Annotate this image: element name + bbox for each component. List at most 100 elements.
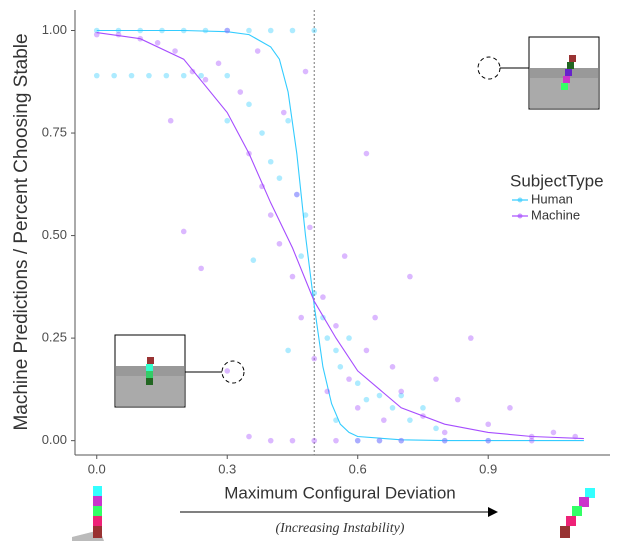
legend-title: SubjectType xyxy=(510,171,604,190)
x-tick-label: 0.0 xyxy=(88,461,106,476)
legend-dot xyxy=(517,197,523,203)
point xyxy=(346,376,352,382)
point xyxy=(298,314,304,321)
point xyxy=(376,437,383,444)
point xyxy=(93,72,100,79)
point xyxy=(433,425,439,432)
legend-label: Machine xyxy=(531,207,580,222)
point xyxy=(280,109,287,116)
point xyxy=(485,437,492,444)
point xyxy=(468,335,474,341)
point xyxy=(111,72,117,79)
point xyxy=(276,240,283,247)
point xyxy=(294,191,300,198)
point xyxy=(276,175,283,181)
point xyxy=(250,257,257,263)
point xyxy=(324,388,331,395)
point xyxy=(333,437,339,444)
point xyxy=(202,76,209,83)
point xyxy=(420,405,426,411)
point xyxy=(381,417,387,423)
point xyxy=(354,437,361,444)
point xyxy=(333,417,339,423)
point xyxy=(202,27,209,34)
point xyxy=(189,68,196,75)
x-axis-title: Maximum Configural Deviation xyxy=(224,483,455,502)
arrow-head xyxy=(488,507,498,517)
point xyxy=(363,396,370,403)
point xyxy=(267,158,274,165)
point xyxy=(398,392,405,399)
point xyxy=(528,437,535,444)
y-axis-title: Machine Predictions / Percent Choosing S… xyxy=(11,33,32,430)
point xyxy=(115,31,122,38)
point xyxy=(154,40,161,46)
point xyxy=(180,228,187,235)
point xyxy=(167,117,174,124)
point xyxy=(398,388,405,395)
unstable-tower-icon xyxy=(560,488,595,538)
fit-line xyxy=(96,29,584,442)
point xyxy=(376,437,383,444)
point xyxy=(311,437,318,444)
point xyxy=(363,347,370,354)
point xyxy=(354,380,361,387)
point xyxy=(289,27,296,34)
point xyxy=(224,72,231,79)
point xyxy=(311,27,318,34)
point xyxy=(246,101,252,108)
point xyxy=(180,72,187,79)
point xyxy=(307,224,313,231)
point xyxy=(128,72,135,79)
point xyxy=(333,347,339,354)
point xyxy=(324,335,331,341)
point xyxy=(389,405,396,411)
point xyxy=(341,253,348,259)
point xyxy=(407,417,413,423)
point xyxy=(398,437,405,444)
y-tick-label: 1.00 xyxy=(42,22,67,37)
point xyxy=(267,437,274,444)
point xyxy=(198,265,204,272)
point xyxy=(246,433,252,440)
point xyxy=(237,89,244,95)
y-tick-label: 0.00 xyxy=(42,432,67,447)
inset-image-left xyxy=(114,334,245,408)
annotation: (Increasing Instability) xyxy=(276,521,405,536)
point xyxy=(302,68,309,75)
point xyxy=(294,191,300,198)
stable-tower-icon xyxy=(72,486,104,541)
point xyxy=(337,364,344,370)
point xyxy=(485,421,492,428)
point xyxy=(354,437,361,444)
x-tick-label: 0.3 xyxy=(218,461,236,476)
y-tick-label: 0.75 xyxy=(42,124,67,139)
point xyxy=(376,392,383,399)
point xyxy=(333,323,339,329)
point xyxy=(254,48,261,54)
x-tick-label: 0.6 xyxy=(349,461,367,476)
point xyxy=(311,355,318,362)
point xyxy=(507,405,513,411)
point xyxy=(224,368,231,374)
legend-label: Human xyxy=(531,191,573,206)
x-tick-label: 0.9 xyxy=(479,461,497,476)
point xyxy=(289,437,296,444)
point xyxy=(320,294,326,300)
fit-line xyxy=(96,32,584,440)
point xyxy=(267,212,274,218)
point xyxy=(259,130,265,136)
point xyxy=(346,335,352,341)
point xyxy=(550,429,557,436)
point xyxy=(224,117,231,124)
point xyxy=(389,364,396,370)
point xyxy=(441,437,448,444)
inset-image-right xyxy=(477,36,600,110)
point xyxy=(354,405,361,411)
point xyxy=(363,150,370,157)
point xyxy=(454,396,461,403)
point xyxy=(215,60,222,67)
y-tick-label: 0.25 xyxy=(42,330,67,345)
point xyxy=(298,253,304,259)
